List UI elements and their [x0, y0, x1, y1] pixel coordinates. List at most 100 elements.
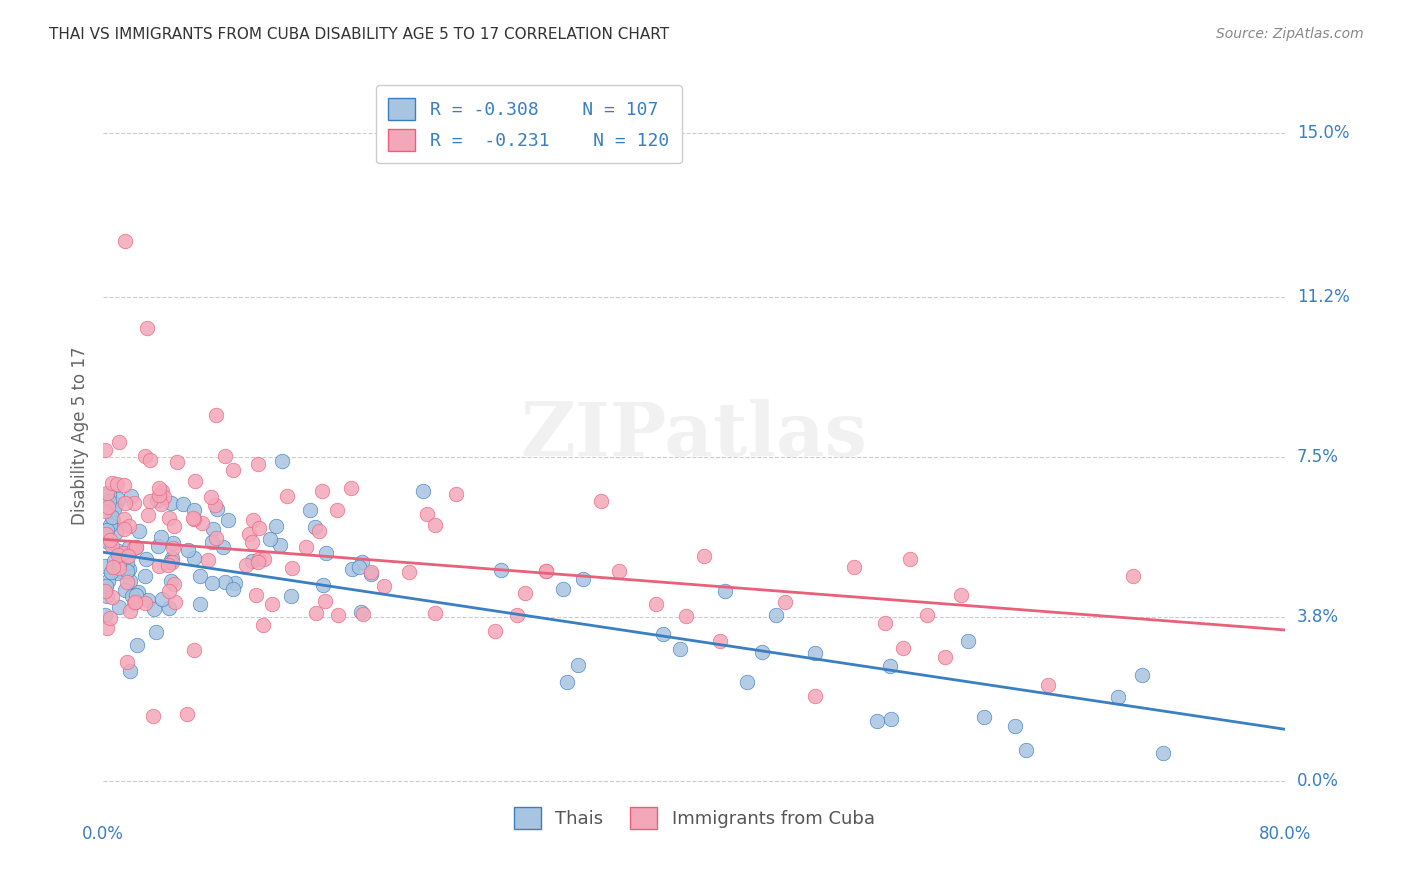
Point [96, 534, 118, 549]
Point [949, 588, 972, 602]
Point [262, 598, 284, 612]
Point [235, 558, 257, 572]
Point [112, 522, 135, 536]
Point [1152, 746, 1174, 760]
Point [103, 554, 125, 568]
Point [252, 618, 274, 632]
Point [142, 709, 165, 723]
Point [295, 541, 318, 555]
Point [118, 574, 141, 588]
Point [555, 675, 578, 690]
Point [162, 541, 184, 555]
Point [314, 594, 336, 608]
Point [134, 568, 156, 582]
Point [191, 516, 214, 530]
Point [163, 519, 186, 533]
Point [491, 563, 513, 577]
Point [773, 595, 796, 609]
Point [172, 498, 194, 512]
Point [415, 507, 437, 521]
Point [183, 512, 205, 526]
Text: THAI VS IMMIGRANTS FROM CUBA DISABILITY AGE 5 TO 17 CORRELATION CHART: THAI VS IMMIGRANTS FROM CUBA DISABILITY … [49, 27, 669, 42]
Point [149, 530, 172, 544]
Point [121, 589, 143, 603]
Point [735, 675, 758, 690]
Point [163, 576, 186, 591]
Point [765, 608, 787, 623]
Point [197, 553, 219, 567]
Point [135, 552, 157, 566]
Point [205, 532, 228, 546]
Point [804, 689, 827, 703]
Point [211, 541, 233, 555]
Point [398, 565, 420, 579]
Point [246, 457, 269, 471]
Point [134, 596, 156, 610]
Point [120, 604, 142, 618]
Point [124, 596, 146, 610]
Point [247, 551, 270, 566]
Point [94, 527, 117, 541]
Point [97, 493, 120, 508]
Point [299, 502, 322, 516]
Point [202, 522, 225, 536]
Point [669, 642, 692, 657]
Point [304, 519, 326, 533]
Point [96, 621, 118, 635]
Point [148, 488, 170, 502]
Point [893, 641, 915, 656]
Point [104, 525, 127, 540]
Point [152, 490, 174, 504]
Point [93, 442, 115, 457]
Point [183, 502, 205, 516]
Point [125, 588, 148, 602]
Point [205, 501, 228, 516]
Point [149, 497, 172, 511]
Point [444, 486, 467, 500]
Point [880, 712, 903, 726]
Point [122, 496, 145, 510]
Point [107, 560, 129, 574]
Point [112, 478, 135, 492]
Point [105, 566, 128, 580]
Point [120, 489, 142, 503]
Point [269, 538, 291, 552]
Point [214, 574, 236, 589]
Point [276, 489, 298, 503]
Point [1130, 667, 1153, 681]
Point [360, 567, 382, 582]
Point [108, 557, 131, 571]
Point [515, 586, 537, 600]
Point [181, 511, 204, 525]
Point [222, 582, 245, 596]
Point [240, 554, 263, 568]
Point [136, 592, 159, 607]
Point [340, 562, 363, 576]
Point [159, 555, 181, 569]
Point [751, 645, 773, 659]
Point [253, 551, 276, 566]
Point [412, 483, 434, 498]
Point [107, 492, 129, 507]
Point [714, 583, 737, 598]
Point [101, 560, 124, 574]
Point [163, 595, 186, 609]
Point [118, 664, 141, 678]
Text: 11.2%: 11.2% [1296, 288, 1350, 307]
Y-axis label: Disability Age 5 to 17: Disability Age 5 to 17 [72, 346, 89, 524]
Point [247, 555, 270, 569]
Point [898, 552, 921, 566]
Point [101, 475, 124, 490]
Point [93, 607, 115, 622]
Point [183, 643, 205, 657]
Point [118, 519, 141, 533]
Point [572, 572, 595, 586]
Point [204, 408, 226, 422]
Point [204, 499, 226, 513]
Text: Source: ZipAtlas.com: Source: ZipAtlas.com [1216, 27, 1364, 41]
Point [280, 561, 302, 575]
Point [115, 575, 138, 590]
Point [160, 551, 183, 566]
Point [146, 539, 169, 553]
Legend: Thais, Immigrants from Cuba: Thais, Immigrants from Cuba [505, 797, 884, 838]
